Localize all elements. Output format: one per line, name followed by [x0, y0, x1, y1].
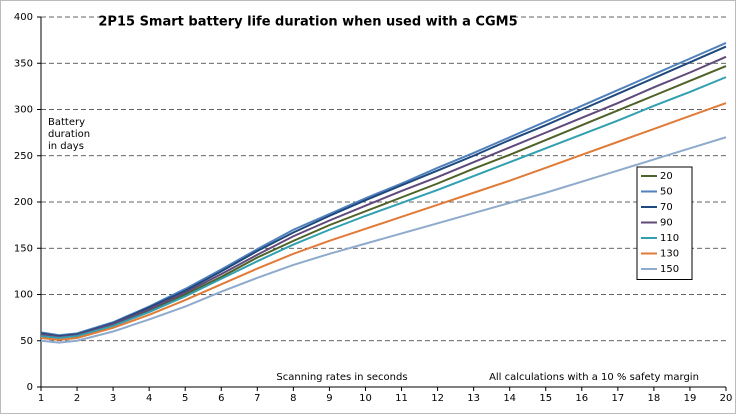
series-line — [40, 102, 727, 341]
legend-label: 90 — [660, 218, 673, 229]
x-tick-label: 9 — [326, 393, 332, 404]
y-tick-label: 300 — [14, 105, 33, 116]
x-tick-label: 20 — [720, 393, 733, 404]
y-tick-label: 50 — [20, 336, 33, 347]
x-tick-label: 11 — [395, 393, 408, 404]
x-tick-label: 10 — [359, 393, 372, 404]
x-axis-label: Scanning rates in seconds — [276, 372, 407, 383]
y-axis-label: in days — [48, 141, 84, 152]
chart-title: 2P15 Smart battery life duration when us… — [98, 15, 517, 30]
x-tick-label: 5 — [182, 393, 188, 404]
title-bg — [100, 12, 515, 32]
y-tick-label: 250 — [14, 151, 33, 162]
x-tick-label: 15 — [539, 393, 552, 404]
y-axis-label: Battery — [48, 117, 85, 128]
series-line — [40, 55, 727, 339]
y-tick-label: 350 — [14, 58, 33, 69]
series-line — [40, 76, 727, 339]
x-tick-label: 13 — [467, 393, 480, 404]
x-tick-label: 19 — [684, 393, 697, 404]
x-tick-label: 2 — [74, 393, 80, 404]
x-tick-label: 4 — [146, 393, 152, 404]
x-tick-label: 1 — [38, 393, 44, 404]
legend-label: 20 — [660, 171, 673, 182]
x-tick-label: 14 — [503, 393, 516, 404]
y-tick-label: 200 — [14, 197, 33, 208]
legend-label: 50 — [660, 187, 673, 198]
y-tick-label: 100 — [14, 290, 33, 301]
x-tick-label: 7 — [254, 393, 260, 404]
series-line — [40, 136, 727, 344]
x-tick-label: 17 — [611, 393, 624, 404]
x-tick-label: 16 — [575, 393, 588, 404]
y-tick-label: 150 — [14, 243, 33, 254]
series-line — [40, 45, 727, 338]
legend-label: 70 — [660, 202, 673, 213]
legend-label: 150 — [660, 264, 679, 275]
x-tick-label: 6 — [218, 393, 224, 404]
annotation: All calculations with a 10 % safety marg… — [489, 372, 699, 383]
y-tick-label: 0 — [27, 382, 33, 393]
x-tick-label: 8 — [290, 393, 296, 404]
y-axis-label: duration — [48, 129, 90, 140]
legend-label: 130 — [660, 249, 679, 260]
y-tick-label: 400 — [14, 12, 33, 23]
x-tick-label: 12 — [431, 393, 444, 404]
legend-label: 110 — [660, 233, 679, 244]
x-tick-label: 18 — [648, 393, 661, 404]
x-tick-label: 3 — [110, 393, 116, 404]
